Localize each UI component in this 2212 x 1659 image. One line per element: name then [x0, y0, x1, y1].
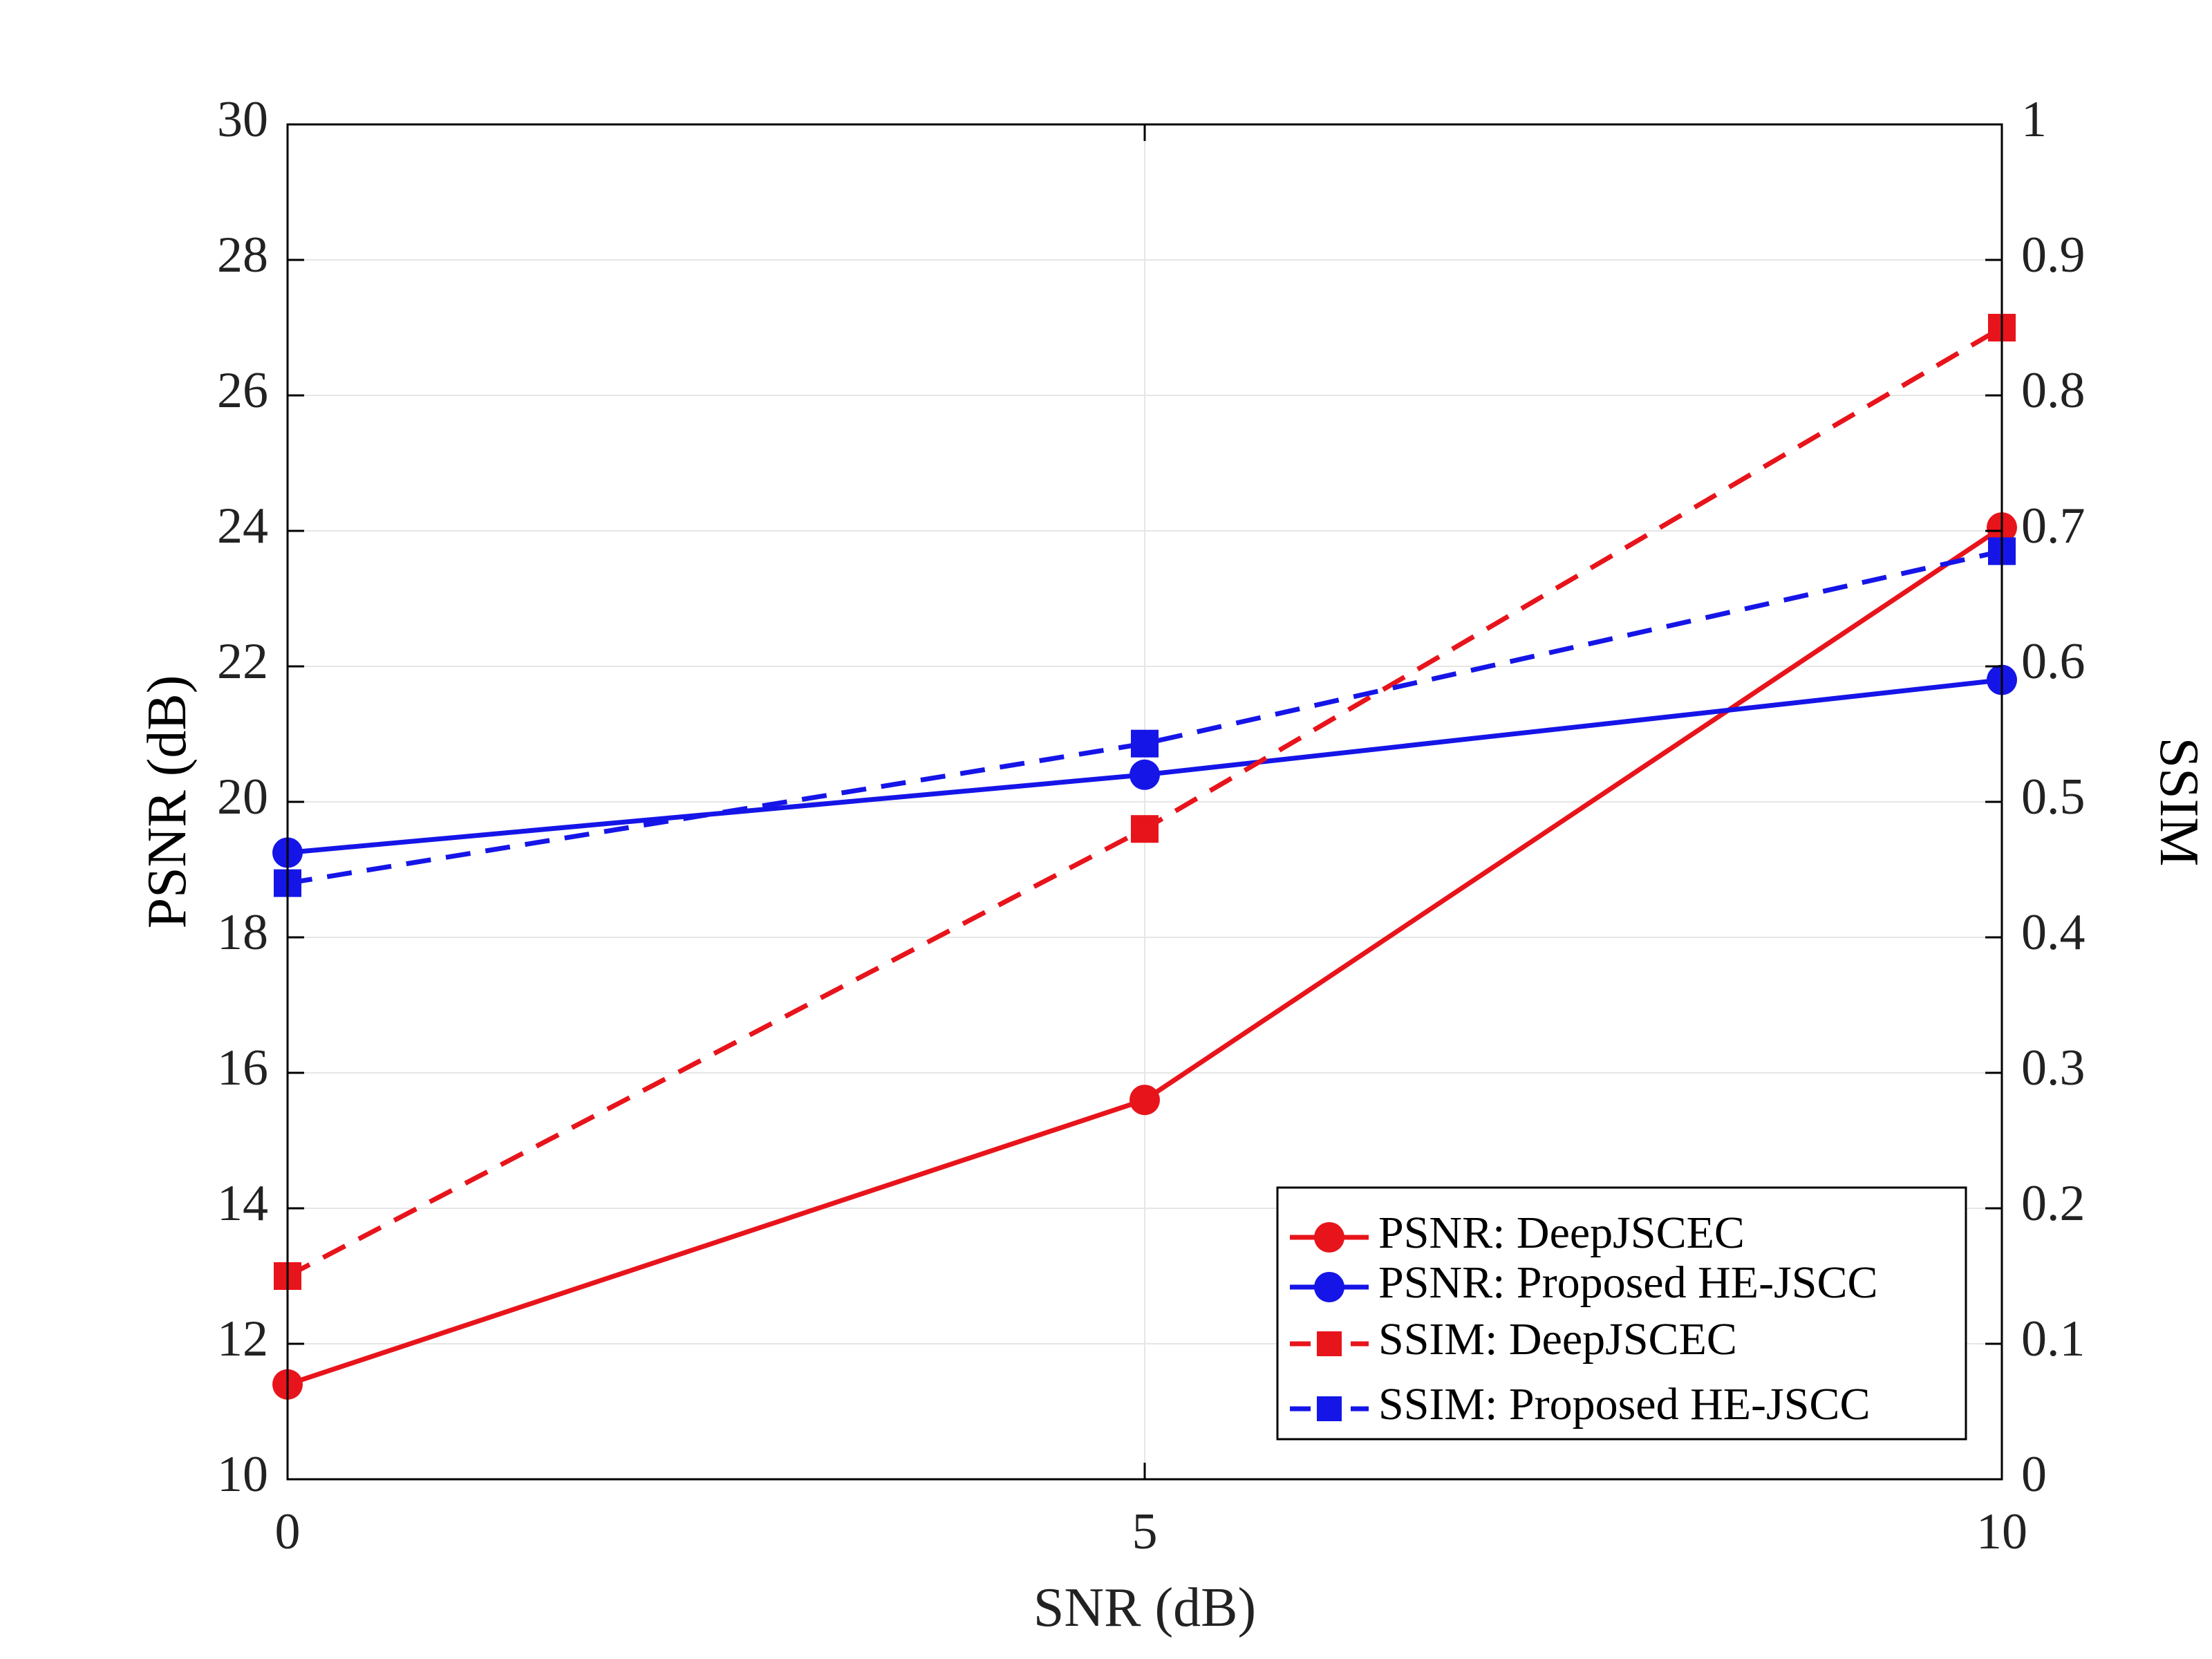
left-y-tick-label: 10: [217, 1446, 268, 1503]
axes: 0 5 10 10 12 14 16 18 20 22 24 26 28 30 0 0.1 0.2 0.3 0.4 0…: [217, 91, 2086, 1560]
right-y-tick-label: 0.9: [2021, 227, 2086, 283]
left-y-tick-label: 28: [217, 227, 268, 283]
legend-label-psnr-deepjscec: PSNR: DeepJSCEC: [1378, 1208, 1745, 1258]
legend-swatch-marker: [1317, 1396, 1342, 1421]
left-y-tick-label: 18: [217, 904, 268, 961]
left-y-axis-label: PSNR (dB): [137, 675, 198, 929]
series-line: [287, 548, 2003, 886]
right-y-tick-label: 0.2: [2021, 1175, 2086, 1232]
right-y-tick-label: 0.8: [2021, 362, 2086, 419]
left-y-tick-label: 12: [217, 1311, 268, 1367]
right-y-tick-label: 0.4: [2021, 904, 2086, 961]
right-y-tick-label: 0.5: [2021, 769, 2086, 825]
legend: PSNR: DeepJSCEC PSNR: Proposed HE-JSCC S…: [1276, 1186, 1967, 1441]
right-y-tick-label: 1: [2021, 91, 2047, 148]
left-y-tick-label: 26: [217, 362, 268, 419]
x-tick-label: 5: [1132, 1503, 1158, 1560]
data-point-marker: [1130, 759, 1160, 790]
right-y-tick-label: 0.7: [2021, 498, 2086, 554]
right-y-tick-label: 0: [2021, 1446, 2047, 1503]
data-point-marker: [1131, 729, 1159, 758]
left-y-tick-label: 22: [217, 633, 268, 690]
right-y-tick-label: 0.6: [2021, 633, 2086, 690]
right-y-axis-label: SSIM: [2148, 738, 2209, 867]
legend-box: [1276, 1186, 1967, 1441]
x-tick-label: 10: [1976, 1503, 2027, 1560]
left-y-tick-label: 24: [217, 498, 268, 554]
left-y-tick-label: 20: [217, 769, 268, 825]
legend-swatch-marker: [1317, 1331, 1342, 1356]
plot-series: [272, 314, 2017, 1400]
legend-swatch-marker: [1314, 1272, 1344, 1302]
legend-label-ssim-he-jscc: SSIM: Proposed HE-JSCC: [1378, 1379, 1870, 1430]
grid: [288, 124, 2002, 1479]
left-y-tick-label: 30: [217, 91, 268, 148]
right-y-tick-label: 0.1: [2021, 1311, 2086, 1367]
x-axis-label: SNR (dB): [1033, 1577, 1256, 1638]
right-y-tick-label: 0.3: [2021, 1040, 2086, 1096]
legend-label-psnr-he-jscc: PSNR: Proposed HE-JSCC: [1378, 1257, 1878, 1308]
legend-label-ssim-deepjscec: SSIM: DeepJSCEC: [1378, 1314, 1737, 1365]
legend-swatch-marker: [1314, 1222, 1344, 1253]
data-point-marker: [1131, 815, 1159, 843]
left-y-tick-label: 14: [217, 1175, 268, 1232]
left-y-tick-label: 16: [217, 1040, 268, 1096]
data-point-marker: [1130, 1085, 1160, 1116]
x-tick-label: 0: [275, 1503, 301, 1560]
